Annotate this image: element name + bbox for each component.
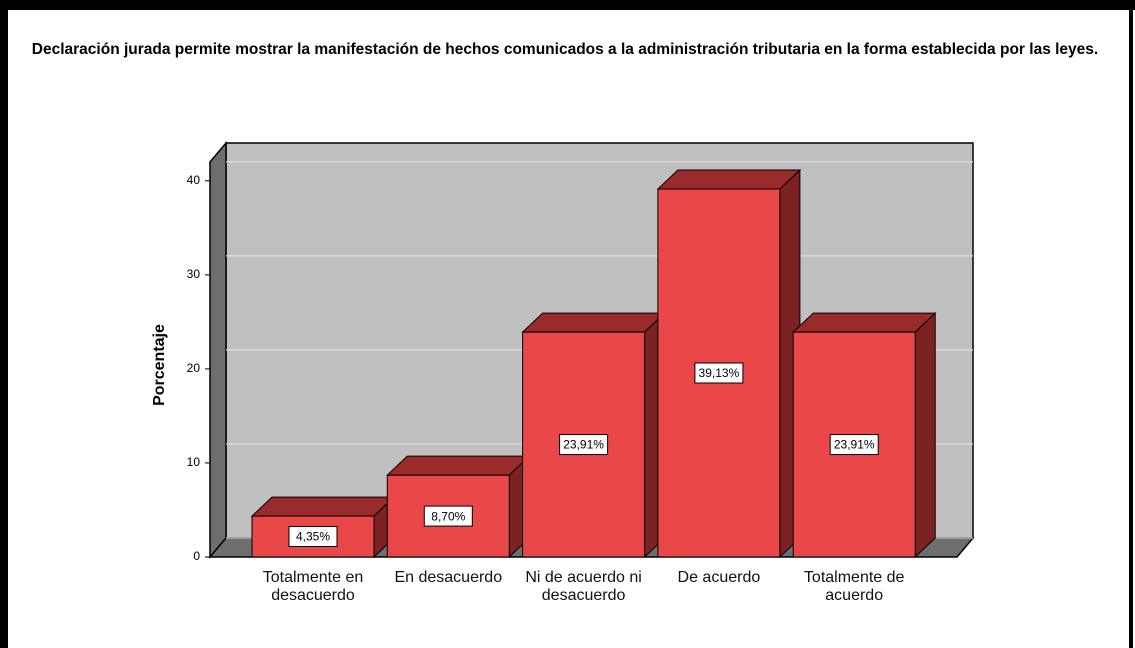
x-tick-label: De acuerdo	[677, 569, 761, 586]
value-label: 23,91%	[563, 438, 604, 452]
value-label: 8,70%	[431, 509, 465, 523]
bar-top	[791, 312, 937, 333]
side-wall	[209, 140, 227, 560]
x-tick-label: Totalmente en desacuerdo	[262, 569, 364, 604]
value-label: 4,35%	[296, 530, 330, 544]
y-tick-label: 0	[193, 549, 200, 563]
value-label-box	[559, 434, 609, 456]
value-label: 39,13%	[699, 366, 740, 380]
x-tick-label: Totalmente de acuerdo	[803, 569, 905, 604]
y-axis-label: Porcentaje	[151, 324, 168, 406]
value-label-box	[423, 505, 473, 527]
bar-top	[250, 496, 396, 517]
value-label-box	[694, 362, 744, 384]
frame-top	[0, 0, 1135, 10]
frame-right	[1129, 0, 1133, 648]
y-tick-label: 20	[187, 361, 201, 375]
bar-top	[386, 455, 531, 476]
chart-title: Declaración jurada permite mostrar la ma…	[31, 41, 1099, 58]
bar-top	[521, 312, 666, 333]
bar-side	[914, 311, 936, 559]
y-tick-label: 30	[187, 267, 201, 281]
x-tick-label: Ni de acuerdo ni desacuerdo	[525, 569, 642, 604]
value-label-box	[829, 434, 879, 456]
bar-top	[656, 169, 802, 190]
y-tick-label: 10	[187, 455, 201, 469]
frame-left	[0, 0, 8, 648]
y-tick-label: 40	[187, 173, 201, 187]
value-label: 23,91%	[834, 438, 875, 452]
x-tick-label: En desacuerdo	[394, 569, 503, 586]
value-label-box	[288, 526, 338, 548]
